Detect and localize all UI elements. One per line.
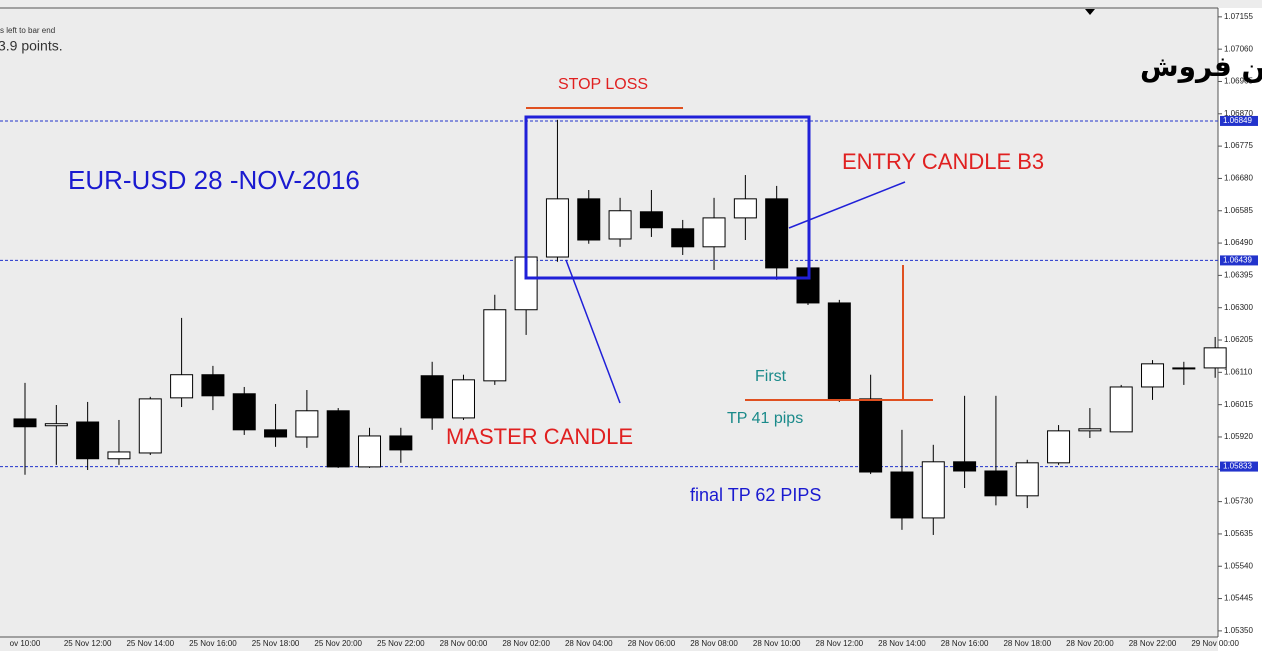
info-points: 3.9 points. — [0, 38, 63, 54]
info-small: s left to bar end — [0, 26, 55, 35]
candle-body — [890, 471, 914, 519]
y-tick-label: 1.06110 — [1224, 367, 1253, 376]
candle-body — [358, 435, 382, 468]
entry-pointer — [788, 181, 906, 229]
x-tick-label: 28 Nov 10:00 — [753, 639, 801, 648]
candle-body — [295, 410, 319, 438]
x-tick-label: 29 Nov 00:00 — [1191, 639, 1239, 648]
candle-body — [326, 410, 350, 468]
price-axis — [1218, 8, 1262, 651]
x-tick-label: 28 Nov 22:00 — [1129, 639, 1177, 648]
candle-body — [1141, 363, 1165, 388]
y-tick-label: 1.06490 — [1224, 238, 1253, 247]
candle-body — [451, 379, 475, 419]
y-tick-label: 1.06205 — [1224, 335, 1253, 344]
y-tick-label: 1.06870 — [1224, 109, 1253, 118]
candle-body — [577, 198, 601, 241]
x-tick-label: 25 Nov 16:00 — [189, 639, 237, 648]
candle-body — [389, 435, 413, 451]
y-tick-label: 1.06680 — [1224, 174, 1253, 183]
x-tick-label: 28 Nov 20:00 — [1066, 639, 1114, 648]
y-tick-label: 1.05730 — [1224, 497, 1253, 506]
candle-body — [702, 217, 726, 248]
candle-body — [1078, 428, 1102, 432]
candle-body — [1109, 386, 1133, 433]
y-tick-label: 1.05540 — [1224, 561, 1253, 570]
candle-body — [639, 211, 663, 229]
price-label-box — [1220, 255, 1258, 266]
pair-label: EUR-USD 28 -NOV-2016 — [68, 165, 360, 195]
candle-body — [483, 309, 507, 382]
y-tick-label: 1.07060 — [1224, 44, 1253, 53]
y-tick-label: 1.06965 — [1224, 77, 1253, 86]
candle-body — [1047, 430, 1071, 464]
x-tick-label: 25 Nov 20:00 — [314, 639, 362, 648]
chart-title: یورو دلار- پوزیشن فروش — [1140, 50, 1262, 83]
y-tick-label: 1.06015 — [1224, 400, 1253, 409]
candle-body — [827, 302, 851, 400]
candle-body — [984, 470, 1008, 497]
y-tick-label: 1.06585 — [1224, 206, 1253, 215]
range-box — [524, 115, 811, 280]
candle-body — [1203, 347, 1227, 369]
candle-body — [953, 461, 977, 472]
tp1-label: TP 41 pips — [727, 410, 803, 427]
entry-label: ENTRY CANDLE B3 — [842, 149, 1044, 174]
candle-body — [44, 423, 68, 427]
x-tick-label: 28 Nov 00:00 — [440, 639, 488, 648]
price-label: 1.06849 — [1223, 116, 1252, 125]
x-tick-label: 28 Nov 08:00 — [690, 639, 738, 648]
candle-body — [232, 393, 256, 431]
x-tick-label: ov 10:00 — [10, 639, 41, 648]
candle-body — [733, 198, 757, 219]
tp2-label: final TP 62 PIPS — [690, 485, 821, 505]
candle-body — [170, 374, 194, 399]
price-label: 1.05833 — [1223, 462, 1252, 471]
y-tick-label: 1.06775 — [1224, 141, 1253, 150]
shift-marker — [1085, 9, 1095, 15]
y-tick-label: 1.05635 — [1224, 529, 1253, 538]
candle-body — [13, 418, 37, 428]
y-tick-label: 1.05350 — [1224, 626, 1253, 635]
candle-body — [76, 421, 100, 460]
candle-body — [420, 375, 444, 419]
candle-body — [264, 429, 288, 438]
y-tick-label: 1.06395 — [1224, 270, 1253, 279]
x-tick-label: 28 Nov 06:00 — [628, 639, 676, 648]
x-tick-label: 28 Nov 14:00 — [878, 639, 926, 648]
price-label-box — [1220, 115, 1258, 126]
candle-body — [671, 228, 695, 248]
candle-body — [201, 374, 225, 397]
x-tick-label: 28 Nov 04:00 — [565, 639, 613, 648]
candle-body — [1015, 462, 1039, 497]
x-tick-label: 25 Nov 12:00 — [64, 639, 112, 648]
stop-loss-label: STOP LOSS — [558, 76, 648, 93]
x-tick-label: 25 Nov 14:00 — [126, 639, 174, 648]
price-label: 1.06439 — [1223, 256, 1252, 265]
y-tick-label: 1.05920 — [1224, 432, 1253, 441]
candle-body — [138, 398, 162, 454]
master-label: MASTER CANDLE — [446, 424, 633, 449]
y-tick-label: 1.05445 — [1224, 594, 1253, 603]
x-tick-label: 28 Nov 16:00 — [941, 639, 989, 648]
candle-body — [545, 198, 569, 258]
candle-body — [1172, 367, 1196, 370]
x-tick-label: 25 Nov 18:00 — [252, 639, 300, 648]
x-tick-label: 28 Nov 18:00 — [1003, 639, 1051, 648]
x-tick-label: 28 Nov 12:00 — [816, 639, 864, 648]
price-label-box — [1220, 461, 1258, 472]
candle-body — [608, 210, 632, 240]
candle-body — [107, 451, 131, 460]
x-tick-label: 28 Nov 02:00 — [502, 639, 550, 648]
candle-body — [765, 198, 789, 269]
x-tick-label: 25 Nov 22:00 — [377, 639, 425, 648]
y-tick-label: 1.06300 — [1224, 303, 1253, 312]
first-label: First — [755, 368, 787, 385]
y-tick-label: 1.07155 — [1224, 12, 1253, 21]
candle-body — [921, 461, 945, 519]
candle-body — [859, 398, 883, 473]
master-pointer — [565, 259, 621, 404]
